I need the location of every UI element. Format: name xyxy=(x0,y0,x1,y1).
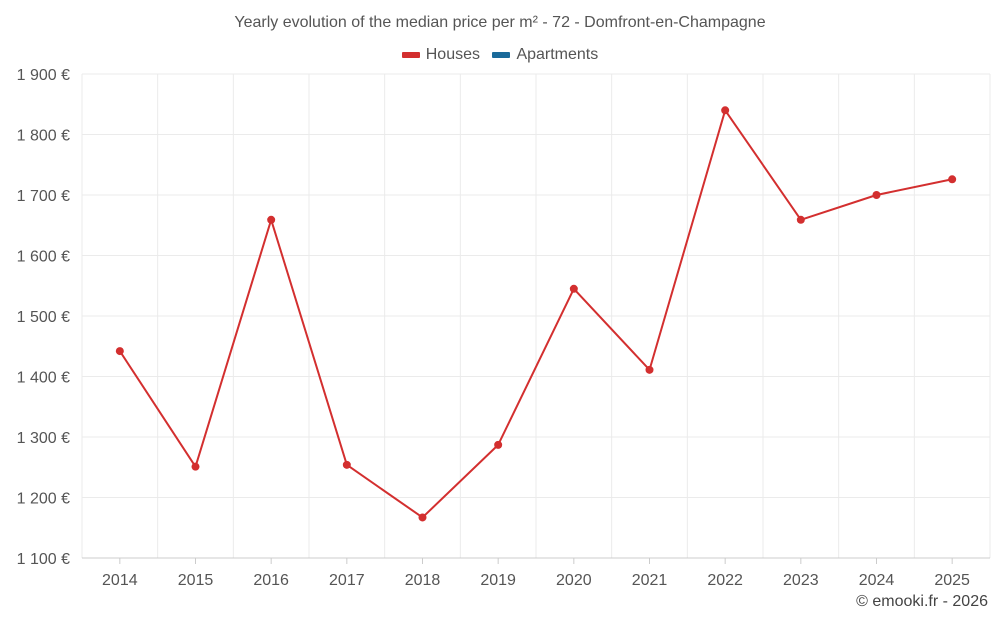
y-tick-label: 1 300 € xyxy=(17,430,70,447)
x-tick-label: 2023 xyxy=(783,572,819,589)
y-tick-label: 1 400 € xyxy=(17,370,70,387)
y-tick-label: 1 200 € xyxy=(17,491,70,508)
chart-legend: Houses Apartments xyxy=(0,45,1000,64)
data-point-houses xyxy=(721,106,730,115)
x-tick-label: 2022 xyxy=(707,572,743,589)
legend-item-apartments[interactable]: Apartments xyxy=(492,46,598,64)
legend-label-houses: Houses xyxy=(425,46,480,63)
x-tick-label: 2020 xyxy=(556,572,592,589)
y-tick-label: 1 700 € xyxy=(17,188,70,205)
credit-text: © emooki.fr - 2026 xyxy=(856,593,988,610)
x-tick-label: 2019 xyxy=(480,572,516,589)
data-point-houses xyxy=(418,513,427,522)
data-point-houses xyxy=(948,175,957,184)
series-layer xyxy=(115,106,957,522)
data-point-houses xyxy=(645,365,654,374)
data-point-houses xyxy=(342,460,351,469)
y-tick-label: 1 800 € xyxy=(17,128,70,145)
legend-item-houses[interactable]: Houses xyxy=(401,46,480,64)
label-layer: 1 100 € 1 200 € 1 300 € 1 400 € 1 500 € 1 600… xyxy=(17,67,970,589)
y-tick-label: 1 500 € xyxy=(17,309,70,326)
y-tick-label: 1 900 € xyxy=(17,67,70,84)
chart-title: Yearly evolution of the median price per… xyxy=(234,14,766,31)
x-tick-label: 2018 xyxy=(405,572,441,589)
grid-layer xyxy=(81,73,991,559)
x-tick-label: 2014 xyxy=(102,572,138,589)
axis-layer xyxy=(82,557,990,564)
series-line-houses xyxy=(118,109,953,519)
x-tick-label: 2017 xyxy=(329,572,365,589)
data-point-houses xyxy=(872,191,881,199)
data-point-houses xyxy=(267,215,276,224)
y-tick-label: 1 100 € xyxy=(17,551,70,568)
legend-swatch-houses xyxy=(401,52,420,58)
x-tick-label: 2016 xyxy=(253,572,289,589)
legend-swatch-apartments xyxy=(492,52,511,58)
x-tick-label: 2015 xyxy=(178,572,214,589)
data-point-houses xyxy=(796,215,805,224)
legend-label-apartments: Apartments xyxy=(516,46,599,63)
data-point-houses xyxy=(115,347,124,356)
x-tick-label: 2024 xyxy=(859,572,895,589)
x-tick-label: 2025 xyxy=(934,572,970,589)
data-point-houses xyxy=(191,462,200,471)
x-tick-label: 2021 xyxy=(632,572,668,589)
y-tick-label: 1 600 € xyxy=(17,249,70,266)
data-point-houses xyxy=(569,284,578,293)
data-point-houses xyxy=(494,440,503,449)
